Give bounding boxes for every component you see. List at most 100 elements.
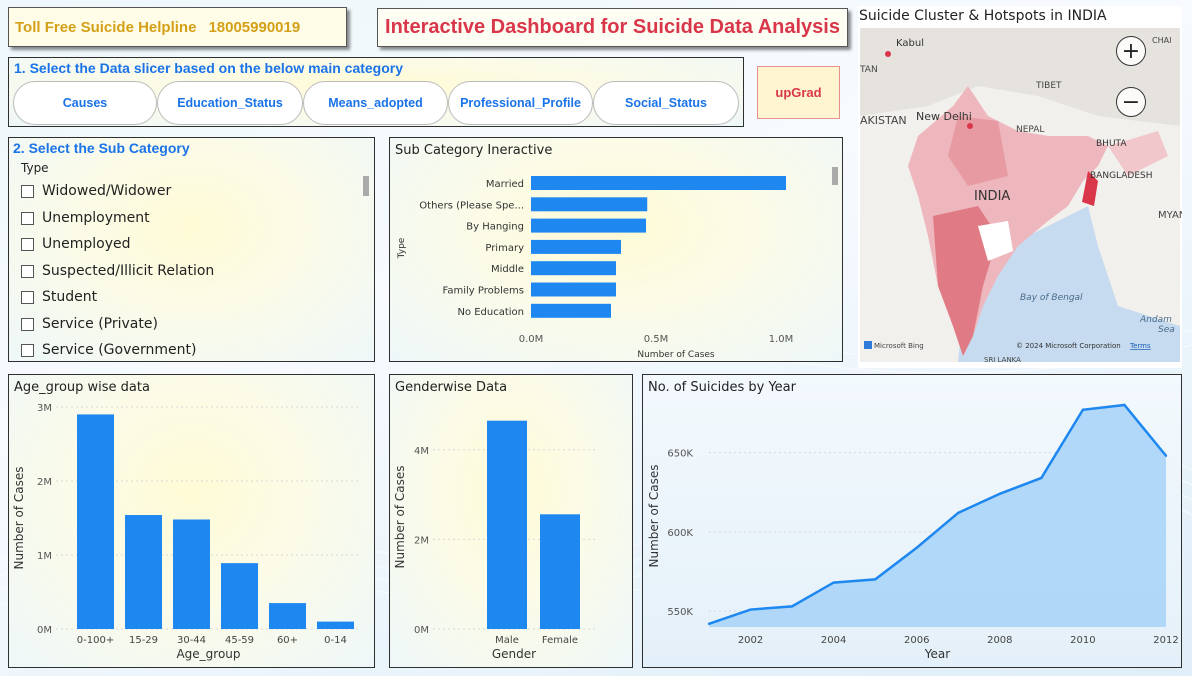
chart-title: Age_group wise data — [14, 380, 150, 395]
data-point — [749, 608, 752, 611]
map-label: MYANI — [1158, 210, 1182, 221]
checkbox[interactable] — [21, 290, 34, 304]
sub-category-option[interactable]: Unemployment — [21, 208, 150, 228]
tick-label: 550K — [667, 607, 693, 618]
map-label: TIBET — [1035, 81, 1062, 91]
x-axis-label: Year — [924, 647, 950, 661]
map-label: INDIA — [974, 189, 1010, 204]
sub-category-option[interactable]: Student — [21, 287, 97, 307]
tick-label: 1.0M — [769, 334, 794, 345]
tick-label: 2012 — [1153, 635, 1178, 646]
category-button-professional-profile[interactable]: Professional_Profile — [448, 81, 593, 125]
bar — [221, 563, 258, 629]
bar — [531, 239, 621, 254]
category-button-means-adopted[interactable]: Means_adopted — [303, 81, 448, 125]
scrollbar[interactable] — [832, 167, 838, 185]
scrollbar[interactable] — [363, 176, 369, 196]
area-fill — [709, 405, 1166, 627]
category-label: Male — [495, 635, 519, 646]
sub-category-option[interactable]: Service (Private) — [21, 314, 158, 334]
tick-label: 0.0M — [519, 334, 544, 345]
checkbox[interactable] — [21, 184, 34, 198]
gender-chart: Genderwise Data 0M 2M 4M Male Female Gender Num… — [393, 380, 595, 661]
checkbox[interactable] — [21, 211, 34, 225]
tick-label: 0M — [37, 625, 52, 636]
y-axis-label: Number of Cases — [393, 465, 407, 568]
map-label: AKISTAN — [860, 114, 907, 127]
bar — [531, 282, 616, 297]
sub-category-option[interactable]: Unemployed — [21, 234, 131, 254]
tick-label: 2M — [37, 477, 52, 488]
category-label: 0-100+ — [77, 635, 114, 646]
sub-category-chart: Sub Category Ineractive Married Others (Pl… — [395, 143, 794, 360]
upgrad-logo: upGrad — [757, 66, 840, 119]
y-axis-label: Number of Cases — [647, 464, 661, 567]
slicer-field-name: Type — [21, 161, 49, 175]
tick-label: 600K — [667, 528, 693, 539]
series-line — [708, 403, 1167, 626]
map-label: TAN — [859, 65, 878, 75]
tick-label: 2002 — [738, 635, 763, 646]
data-point — [1123, 403, 1126, 407]
tick-label: 2008 — [987, 635, 1012, 646]
tick-label: 650K — [667, 449, 693, 460]
map-label: Kabul — [896, 38, 924, 49]
map-attribution: © 2024 Microsoft Corporation — [1016, 342, 1121, 350]
helpline-banner: Toll Free Suicide Helpline 18005990019 — [8, 7, 347, 47]
data-point — [998, 492, 1002, 495]
tick-label: 2M — [414, 535, 429, 546]
chart-title: Sub Category Ineractive — [395, 143, 552, 158]
checkbox[interactable] — [21, 317, 34, 331]
india-map[interactable]: Kabul TAN AKISTAN New Delhi TIBET NEPAL … — [858, 6, 1182, 368]
x-axis-label: Number of Cases — [637, 350, 715, 360]
data-point — [915, 546, 918, 549]
category-label: 45-59 — [225, 635, 254, 646]
map-label: BHUTA — [1096, 139, 1127, 149]
tick-label: 1M — [37, 551, 52, 562]
main-category-label: 1. Select the Data slicer based on the b… — [14, 60, 404, 76]
sub-category-option[interactable]: Service (Government) — [21, 340, 196, 360]
bar — [487, 420, 527, 629]
bar — [531, 303, 611, 318]
bar — [77, 414, 114, 629]
bar — [269, 603, 306, 629]
zoom-in-button[interactable]: + — [1116, 36, 1146, 66]
tick-label: 0M — [414, 625, 429, 636]
checkbox[interactable] — [21, 264, 34, 278]
brand-label: upGrad — [775, 85, 822, 100]
tick-label: 2006 — [904, 635, 929, 646]
india-map-panel: Suicide Cluster & Hotspots in INDIA Kabu… — [858, 6, 1182, 368]
bar — [540, 514, 580, 629]
category-label: No Education — [457, 307, 524, 318]
category-button-causes[interactable]: Causes — [13, 81, 157, 125]
tick-label: 2010 — [1070, 635, 1095, 646]
checkbox[interactable] — [21, 343, 34, 357]
tick-label: 0.5M — [644, 334, 669, 345]
category-label: By Hanging — [466, 222, 524, 233]
bar — [125, 515, 162, 629]
category-button-social-status[interactable]: Social_Status — [593, 81, 739, 125]
category-label: 0-14 — [324, 635, 347, 646]
sub-category-option[interactable]: Widowed/Widower — [21, 181, 171, 201]
category-label: Middle — [491, 264, 524, 275]
map-provider: Microsoft Bing — [874, 342, 924, 350]
category-button-education-status[interactable]: Education_Status — [157, 81, 303, 125]
sub-category-label: 2. Select the Sub Category — [13, 140, 190, 156]
data-point — [1040, 476, 1043, 480]
map-terms-link[interactable]: Terms — [1129, 342, 1151, 350]
sub-category-option[interactable]: Suspected/Illicit Relation — [21, 261, 214, 281]
bar — [531, 176, 786, 190]
map-label: CHAI — [1152, 36, 1171, 45]
checkbox[interactable] — [21, 237, 34, 251]
data-point — [957, 511, 960, 515]
chart-title: Genderwise Data — [395, 380, 507, 395]
category-label: 15-29 — [129, 635, 158, 646]
age-group-chart: Age_group wise data 0M 1M 2M 3M 0-100+ 15-29 30… — [12, 380, 361, 661]
map-label: SRI LANKA — [984, 356, 1021, 364]
year-chart-panel: No. of Suicides by Year 550K 600K 650K 2002 2… — [642, 374, 1182, 668]
year-chart: No. of Suicides by Year 550K 600K 650K 2002 2… — [647, 380, 1179, 661]
data-point — [1164, 454, 1168, 457]
category-label: Primary — [485, 243, 524, 254]
x-axis-label: Gender — [492, 647, 536, 661]
zoom-out-button[interactable]: − — [1116, 87, 1146, 117]
